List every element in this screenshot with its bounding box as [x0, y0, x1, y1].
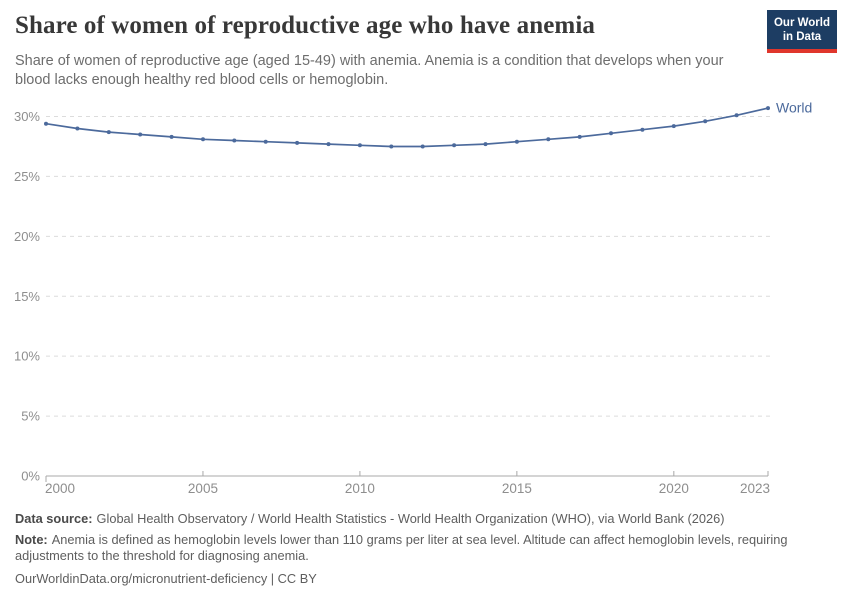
data-point	[514, 139, 519, 144]
world-series-line	[45, 107, 769, 148]
y-tick-label: 20%	[14, 229, 40, 244]
series-end-label: World	[776, 100, 812, 116]
x-tick-label: 2010	[345, 481, 375, 496]
data-point	[452, 143, 457, 148]
chart-footer: Data source: Global Health Observatory / …	[15, 511, 827, 591]
note-text: Anemia is defined as hemoglobin levels l…	[15, 531, 788, 564]
page-title: Share of women of reproductive age who h…	[15, 12, 595, 39]
data-point	[326, 142, 331, 147]
data-point	[138, 132, 143, 137]
data-point	[483, 142, 488, 147]
y-tick-label: 30%	[14, 109, 40, 124]
data-point	[703, 119, 708, 124]
data-point	[232, 138, 237, 143]
chart-subtitle: Share of women of reproductive age (aged…	[15, 53, 724, 88]
data-point	[609, 131, 613, 136]
data-source-label: Data source:	[15, 511, 93, 526]
data-point	[640, 127, 645, 132]
data-point	[546, 137, 551, 142]
data-point	[106, 130, 111, 135]
data-point	[169, 134, 174, 139]
note-label: Note:	[15, 531, 48, 547]
note-row: Note: Anemia is defined as hemoglobin lev…	[15, 532, 827, 565]
data-point	[263, 139, 268, 144]
line-chart: 0% 5% 10% 15% 20% 25% 30% 2000 2005 2010 2015 2020 2…	[14, 100, 812, 496]
data-point	[295, 140, 300, 145]
data-point	[671, 124, 676, 129]
data-source-text: Global Health Observatory / World Health…	[96, 511, 725, 526]
logo-line2: in Data	[782, 31, 822, 43]
data-point	[44, 121, 48, 126]
y-tick-label: 0%	[21, 469, 40, 484]
logo-line1: Our World	[773, 17, 830, 29]
data-point	[389, 144, 394, 149]
data-point	[75, 126, 80, 131]
x-tick-label: 2000	[45, 481, 75, 496]
data-point	[577, 134, 582, 139]
data-point	[734, 113, 739, 118]
x-tick-label: 2005	[188, 481, 218, 496]
x-tick-label: 2015	[502, 481, 532, 496]
data-point	[357, 143, 362, 148]
y-tick-label: 10%	[14, 349, 40, 364]
x-tick-label: 2020	[659, 481, 689, 496]
data-point	[201, 137, 205, 142]
data-point	[420, 144, 425, 149]
x-tick-label: 2023	[740, 481, 770, 496]
footer-link[interactable]: OurWorldinData.org/micronutrient-deficie…	[15, 570, 317, 586]
y-tick-label: 15%	[14, 289, 40, 304]
y-tick-label: 5%	[21, 409, 40, 424]
y-tick-label: 25%	[14, 169, 40, 184]
data-point	[766, 106, 770, 111]
data-source-row: Data source: Global Health Observatory / …	[15, 511, 827, 528]
owid-logo[interactable]: Our World in Data	[767, 10, 837, 53]
